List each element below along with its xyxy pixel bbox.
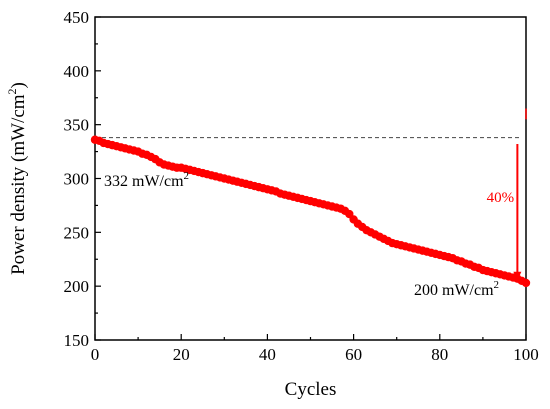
y-axis-title: Power density (mW/cm2) [5,82,29,275]
start-value-label: 332 mW/cm2 [104,170,189,190]
y-tick-label: 450 [64,8,90,27]
end-value-label-sup: 2 [494,279,500,291]
y-axis-ticks: 150 200 250 300 350 400 450 [64,8,101,350]
x-tick-label: 100 [513,345,539,364]
x-tick-label: 80 [431,345,448,364]
end-value-label: 200 mW/cm2 [414,279,499,299]
drop-percentage-label: 40% [487,190,515,206]
start-value-label-main: 332 mW/cm [104,173,184,190]
data-point [521,278,531,288]
y-tick-label: 350 [64,116,90,135]
y-tick-label: 200 [64,277,90,296]
y-axis-title-end: ) [8,82,29,88]
y-tick-label: 300 [64,170,90,189]
end-value-label-main: 200 mW/cm [414,282,494,299]
y-axis-title-sup: 2 [5,88,19,94]
start-value-label-sup: 2 [184,170,190,182]
x-axis-title: Cycles [285,379,337,400]
x-axis-ticks: 0 20 40 60 80 100 [91,334,539,364]
y-tick-label: 150 [64,331,90,350]
x-tick-label: 40 [259,345,276,364]
x-tick-label: 0 [91,345,100,364]
x-tick-label: 60 [345,345,362,364]
drop-arrow [513,144,522,281]
y-tick-label: 400 [64,62,90,81]
data-series [90,135,531,288]
y-tick-label: 250 [64,223,90,242]
drop-arrow-head [513,271,522,281]
x-tick-label: 20 [173,345,190,364]
plot-area: 0 20 40 60 80 100 150 200 250 300 350 400 450 [64,8,539,364]
y-axis-title-main: Power density (mW/cm [8,94,29,275]
